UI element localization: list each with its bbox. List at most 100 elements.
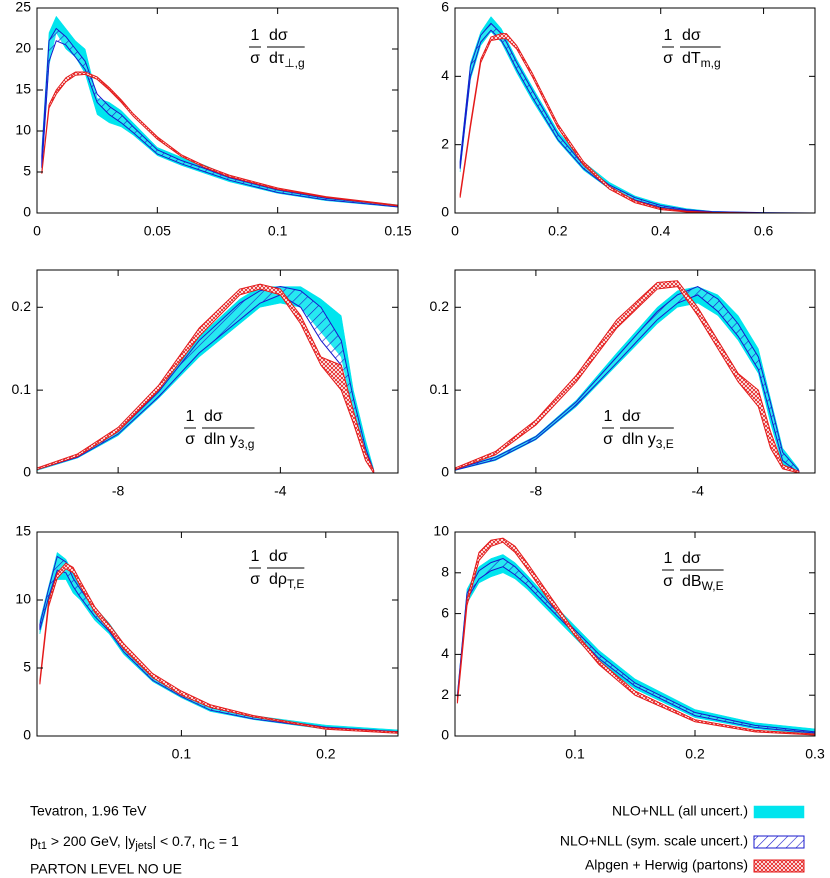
uncertainty-band: [456, 557, 815, 734]
y-tick-label: 0.1: [430, 381, 450, 397]
formula-sigma: σ: [603, 431, 613, 448]
formula-dsigma: dσ: [682, 550, 701, 567]
x-tick-label: -4: [691, 483, 704, 499]
x-tick-label: 0: [451, 223, 459, 239]
uncertainty-band: [41, 15, 398, 208]
caption-text: | < 0.7, η: [152, 833, 207, 849]
plot-frame: [36, 531, 399, 737]
x-tick-label: 0.1: [172, 746, 192, 762]
formula-denominator: dln y3,E: [622, 431, 674, 451]
y-tick-label: 6: [441, 604, 449, 620]
caption-subscript: jets: [134, 840, 153, 852]
x-tick-label: 0.3: [805, 746, 825, 762]
y-tick-label: 5: [23, 163, 31, 179]
y-tick-label: 10: [15, 591, 31, 607]
y-tick-label: 10: [15, 122, 31, 138]
uncertainty-band: [39, 555, 398, 734]
x-tick-label: 0.2: [685, 746, 705, 762]
formula-denominator: dTm,g: [682, 50, 721, 70]
plot-frame: [36, 7, 399, 214]
uncertainty-band: [459, 22, 815, 213]
y-tick-label: 0: [441, 204, 449, 220]
y-tick-label: 5: [23, 659, 31, 675]
y-tick-label: 0: [441, 464, 449, 480]
formula-sigma: σ: [250, 571, 260, 588]
uncertainty-band: [455, 286, 800, 473]
formula-sigma: σ: [250, 50, 260, 67]
x-tick-label: -4: [274, 483, 287, 499]
y-tick-label: 10: [433, 523, 449, 539]
formula-sub: ⊥,g: [284, 56, 304, 70]
legend-label: Alpgen + Herwig (partons): [585, 857, 748, 873]
formula-d: dln y: [622, 431, 656, 448]
formula-one: 1: [186, 408, 195, 425]
y-tick-label: 25: [15, 0, 31, 15]
formula-dsigma: dσ: [269, 27, 288, 44]
formula-one: 1: [251, 27, 260, 44]
x-tick-label: 0.1: [268, 223, 288, 239]
formula-one: 1: [604, 408, 613, 425]
formula-sub: 3,g: [238, 437, 255, 451]
formula-one: 1: [664, 27, 673, 44]
caption-line: Tevatron, 1.96 TeV: [30, 803, 147, 819]
caption-text: = 1: [215, 833, 239, 849]
formula-sigma: σ: [663, 50, 673, 67]
uncertainty-band: [41, 27, 398, 208]
formula-d: dln y: [204, 431, 238, 448]
x-tick-label: 0.4: [651, 223, 671, 239]
y-tick-label: 2: [441, 686, 449, 702]
formula-sub: 3,E: [656, 437, 674, 451]
y-tick-label: 2: [441, 135, 449, 151]
x-tick-label: 0.2: [316, 746, 336, 762]
formula-sub: W,E: [702, 579, 724, 593]
legend-swatch: [753, 835, 805, 849]
y-tick-label: 0.2: [12, 298, 32, 314]
formula-sigma: σ: [185, 431, 195, 448]
formula-d: dρ: [269, 571, 287, 588]
uncertainty-band: [39, 562, 398, 734]
uncertainty-band: [455, 280, 800, 473]
formula-denominator: dρT,E: [269, 571, 304, 591]
y-tick-label: 6: [441, 0, 449, 15]
x-tick-label: 0.6: [754, 223, 774, 239]
x-tick-label: -8: [530, 483, 543, 499]
formula-denominator: dτ⊥,g: [269, 50, 305, 70]
caption-subscript: t1: [38, 840, 47, 852]
x-tick-label: 0.1: [565, 746, 585, 762]
formula-dsigma: dσ: [269, 548, 288, 565]
formula-denominator: dln y3,g: [204, 431, 254, 451]
caption-subscript: C: [207, 840, 215, 852]
formula-dsigma: dσ: [622, 408, 641, 425]
formula-one: 1: [664, 550, 673, 567]
y-tick-label: 4: [441, 645, 449, 661]
caption-text: p: [30, 833, 38, 849]
uncertainty-band: [456, 537, 815, 736]
y-tick-label: 4: [441, 67, 449, 83]
formula-one: 1: [251, 548, 260, 565]
formula-sub: T,E: [287, 577, 304, 591]
formula-sub: m,g: [701, 56, 721, 70]
legend-label: NLO+NLL (all uncert.): [612, 803, 748, 819]
y-tick-label: 0: [441, 727, 449, 743]
caption-line: PARTON LEVEL NO UE: [30, 861, 182, 877]
caption-line: pt1 > 200 GeV, |yjets| < 0.7, ηC = 1: [30, 833, 239, 852]
plot-frame: [36, 269, 399, 474]
y-tick-label: 20: [15, 40, 31, 56]
legend-label: NLO+NLL (sym. scale uncert.): [560, 833, 748, 849]
uncertainty-band: [41, 71, 398, 207]
uncertainty-band: [39, 551, 398, 734]
y-tick-label: 15: [15, 523, 31, 539]
y-tick-label: 15: [15, 81, 31, 97]
plot-frame: [454, 531, 816, 737]
y-tick-label: 0: [23, 464, 31, 480]
x-tick-label: 0: [33, 223, 41, 239]
formula-dsigma: dσ: [204, 408, 223, 425]
x-tick-label: 0.2: [548, 223, 568, 239]
formula-denominator: dBW,E: [682, 573, 724, 593]
y-tick-label: 0: [23, 727, 31, 743]
formula-d: dT: [682, 50, 701, 67]
x-tick-label: 0.05: [144, 223, 171, 239]
uncertainty-band: [455, 286, 800, 473]
y-tick-label: 0: [23, 204, 31, 220]
